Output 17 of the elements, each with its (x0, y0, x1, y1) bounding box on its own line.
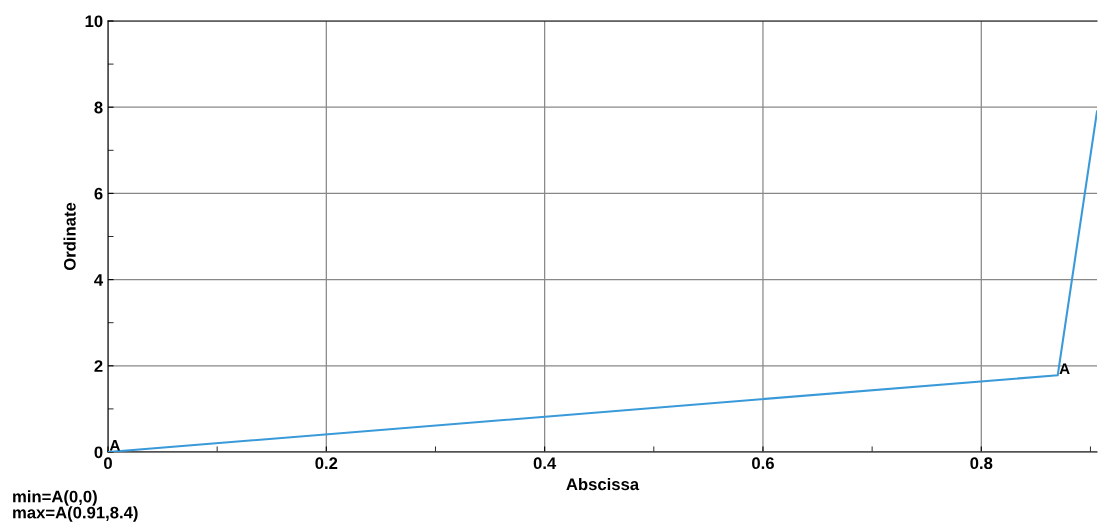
x-axis-title: Abscissa (566, 477, 640, 491)
x-tick-label: 0.8 (970, 457, 993, 470)
y-tick-label: 4 (94, 274, 104, 286)
y-tick-label: 10 (85, 15, 103, 28)
text: max=A(0.91,8.4) (13, 506, 138, 522)
text: min=A(0,0) (13, 490, 97, 506)
x-tick-label: 0.4 (533, 457, 557, 470)
annotation: A (1059, 363, 1070, 374)
y-tick-label: 2 (94, 360, 103, 372)
x-tick-label: 0.6 (752, 457, 774, 470)
y-tick-label: 0 (94, 446, 103, 459)
y-axis-title: Ordinate (63, 202, 76, 271)
y-tick-label: 6 (94, 187, 103, 200)
x-tick-label: 0 (104, 457, 112, 470)
x-tick-label: 0.2 (315, 457, 338, 470)
annotation: A (109, 440, 121, 451)
y-tick-label: 8 (94, 101, 103, 114)
